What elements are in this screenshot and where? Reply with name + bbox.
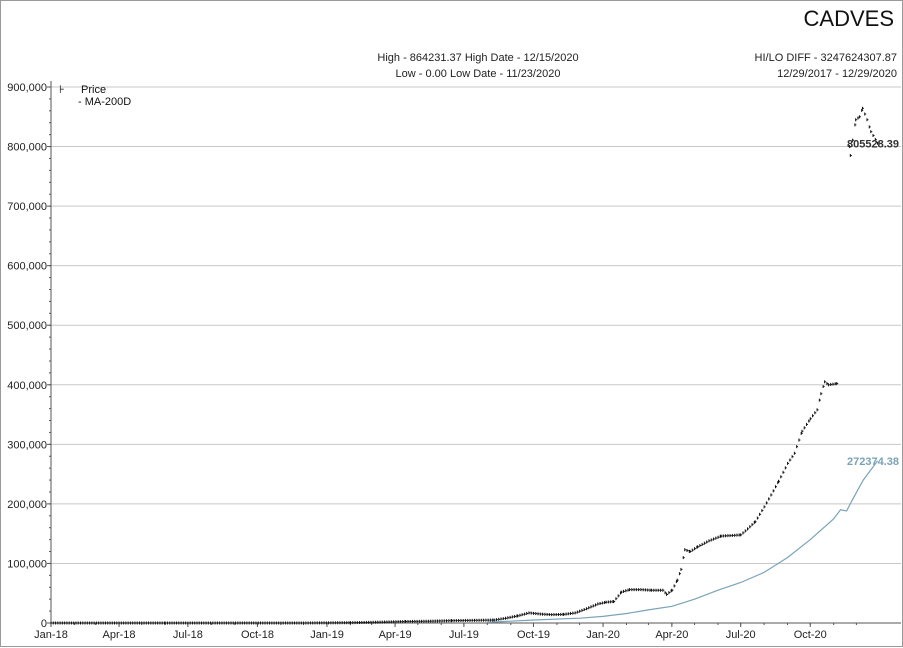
hilo-diff-info: HI/LO DIFF - 3247624307.87 xyxy=(755,52,897,64)
price-series xyxy=(51,107,879,625)
ma-200d-line xyxy=(487,461,877,623)
x-tick-label: Oct-18 xyxy=(241,629,274,641)
legend-price-symbol: ⊦ xyxy=(59,84,65,96)
y-axis: 0100,000200,000300,000400,000500,000600,… xyxy=(7,81,51,630)
x-tick-label: Apr-20 xyxy=(655,629,688,641)
ma-200d-series xyxy=(487,461,877,623)
legend-ma-label: - MA-200D xyxy=(78,96,131,108)
y-tick-label: 700,000 xyxy=(7,201,47,213)
legend-price-label: Price xyxy=(81,84,106,96)
y-tick-label: 400,000 xyxy=(7,380,47,392)
x-tick-label: Apr-18 xyxy=(103,629,136,641)
x-tick-label: Oct-20 xyxy=(794,629,827,641)
x-tick-label: Jul-18 xyxy=(173,629,203,641)
x-tick-label: Jul-19 xyxy=(449,629,479,641)
x-axis: Jan-18 Apr-18 Jul-18 Oct-18 Jan-19 Apr-19 Jul-… xyxy=(34,623,901,641)
y-tick-label: 100,000 xyxy=(7,558,47,570)
ma-last-value-label: 272374.38 xyxy=(847,456,899,468)
price-last-value-label: 805528.39 xyxy=(847,138,899,150)
x-tick-label: Jan-18 xyxy=(34,629,68,641)
legend: ⊦ Price - MA-200D xyxy=(59,84,131,108)
x-tick-label: Apr-19 xyxy=(379,629,412,641)
date-range-info: 12/29/2017 - 12/29/2020 xyxy=(777,68,897,80)
x-tick-label: Jan-20 xyxy=(586,629,620,641)
y-tick-label: 600,000 xyxy=(7,261,47,273)
x-tick-label: Jan-19 xyxy=(310,629,344,641)
y-tick-label: 500,000 xyxy=(7,320,47,332)
y-tick-label: 800,000 xyxy=(7,142,47,154)
x-tick-label: Jul-20 xyxy=(726,629,756,641)
y-tick-label: 900,000 xyxy=(7,82,47,94)
low-info: Low - 0.00 Low Date - 11/23/2020 xyxy=(396,68,561,80)
y-tick-label: 300,000 xyxy=(7,439,47,451)
x-tick-label: Oct-19 xyxy=(517,629,550,641)
high-info: High - 864231.37 High Date - 12/15/2020 xyxy=(377,52,578,64)
y-tick-label: 200,000 xyxy=(7,499,47,511)
chart-title: CADVES xyxy=(804,6,894,31)
